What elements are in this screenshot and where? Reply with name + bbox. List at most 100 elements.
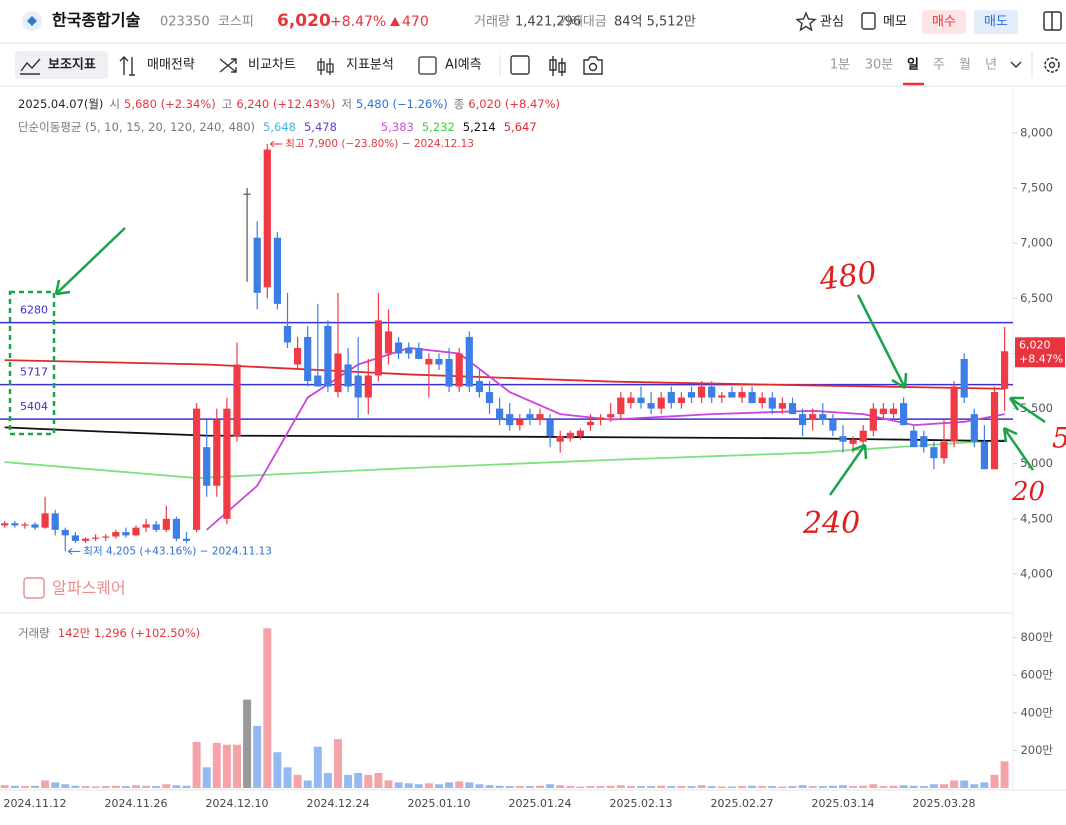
volume-bar: [41, 780, 50, 788]
x-tick-label: 2025.01.10: [408, 797, 471, 810]
candle-body: [687, 392, 696, 398]
volume-bar: [182, 785, 191, 788]
camera-tool[interactable]: [583, 56, 603, 75]
volume-bar: [354, 772, 363, 788]
x-tick-label: 2025.02.13: [610, 797, 673, 810]
sell-button[interactable]: 매도: [984, 15, 1008, 30]
logo-mark: [27, 16, 37, 26]
moving-average: [4, 439, 1005, 479]
toolbar-button[interactable]: AI예측: [445, 58, 482, 73]
candle-body: [758, 397, 766, 404]
candle-body: [395, 342, 403, 354]
max-label: 최고 7,900 (−23.80%) − 2024.12.13: [285, 138, 474, 150]
volume-bar: [546, 784, 555, 788]
x-tick-label: 2025.02.27: [711, 797, 774, 810]
toolbar-button[interactable]: 매매전략: [147, 58, 195, 73]
volume-value: 142만 1,296 (+102.50%): [58, 626, 201, 640]
toolbar-button[interactable]: 비교차트: [248, 58, 296, 73]
market: 코스피: [218, 15, 254, 30]
candle-body: [455, 353, 463, 387]
candle-body: [314, 375, 322, 387]
y-tick-label: 200만: [1020, 743, 1053, 757]
candle-body: [162, 518, 170, 530]
volume-bar: [677, 786, 686, 788]
volume-bar: [121, 786, 130, 788]
volume-label: 거래량: [474, 15, 510, 30]
volume-bar: [778, 786, 787, 788]
candle-body: [31, 524, 39, 528]
period-button-active[interactable]: 일: [907, 58, 919, 73]
y-tick-label: 7,000: [1020, 236, 1053, 250]
info-label: 저: [341, 97, 352, 111]
candle-body: [566, 432, 574, 439]
memo-icon[interactable]: [861, 12, 876, 30]
star-icon[interactable]: [795, 11, 817, 32]
memo-button[interactable]: 메모: [883, 15, 907, 30]
candle-body: [41, 513, 49, 528]
volume-bar: [647, 786, 656, 788]
candle-body: [435, 358, 443, 365]
chart-type-tool[interactable]: [549, 56, 566, 76]
volume-bar: [940, 784, 948, 788]
volume-bar: [364, 774, 373, 788]
period-button[interactable]: 주: [933, 58, 945, 73]
y-tick-label: 400만: [1020, 705, 1053, 719]
buy-button[interactable]: 매수: [932, 15, 956, 30]
period-button[interactable]: 1분: [830, 58, 850, 73]
toolbar-button[interactable]: 지표분석: [346, 58, 394, 73]
candle-body: [294, 347, 302, 365]
settings-icon-core: [1048, 61, 1056, 69]
volume-bar: [1000, 761, 1009, 788]
ohlc-info: 2025.04.07(월) 시 5,680 (+2.34%) 고 6,240 (+12.…: [18, 97, 560, 111]
candle-body: [617, 397, 625, 415]
volume-bar: [505, 786, 514, 788]
volume-bar: [394, 782, 403, 788]
volume: 1,421,296: [515, 15, 581, 30]
chevron[interactable]: [1010, 61, 1022, 68]
volume-bar: [697, 785, 706, 788]
sell-button-bg[interactable]: [974, 10, 1018, 34]
period-button[interactable]: 월: [959, 58, 971, 73]
price-tag: [1015, 337, 1065, 368]
volume-bar: [51, 782, 60, 788]
volume-bar: [253, 725, 262, 788]
stock-code: 023350: [160, 15, 210, 30]
ma-value: 5,214: [463, 120, 496, 134]
draw-tool[interactable]: [510, 55, 530, 75]
toolbar-button[interactable]: 보조지표: [48, 58, 96, 73]
candle-body: [223, 408, 231, 519]
watch-button[interactable]: 관심: [820, 15, 844, 30]
ma-value: 5,648: [263, 120, 296, 134]
volume-bar: [404, 783, 413, 788]
volume-bar: [889, 785, 898, 788]
info-label: 시: [109, 97, 120, 111]
volume-bar: [495, 785, 504, 788]
candle-body: [889, 408, 898, 415]
volume-bar: [738, 786, 746, 788]
y-tick-label: 4,000: [1020, 566, 1053, 580]
period-button[interactable]: 30분: [865, 58, 894, 73]
volume-bar: [899, 785, 908, 788]
level-label: 6280: [20, 304, 48, 317]
buy-button-bg[interactable]: [922, 10, 966, 34]
y-tick-label: 800만: [1020, 630, 1053, 644]
volume-bar: [606, 785, 615, 788]
candle-body: [203, 447, 211, 486]
candle-body: [364, 375, 372, 398]
candle-body: [930, 447, 938, 459]
volume-bar: [20, 786, 29, 788]
volume-bar: [202, 767, 211, 788]
candle-body: [657, 397, 665, 409]
candle-body: [354, 375, 362, 398]
period-button[interactable]: 년: [985, 58, 997, 73]
volume-bar: [667, 786, 676, 788]
volume-bar: [727, 786, 736, 788]
candle-body: [526, 414, 534, 420]
candle-body: [112, 532, 120, 537]
x-tick-label: 2025.03.14: [812, 797, 875, 810]
moving-average: [4, 426, 1005, 443]
settings-icon[interactable]: [1044, 57, 1060, 73]
volume-bar: [950, 780, 959, 788]
volume-bar: [162, 784, 171, 788]
candle-body: [132, 527, 140, 536]
